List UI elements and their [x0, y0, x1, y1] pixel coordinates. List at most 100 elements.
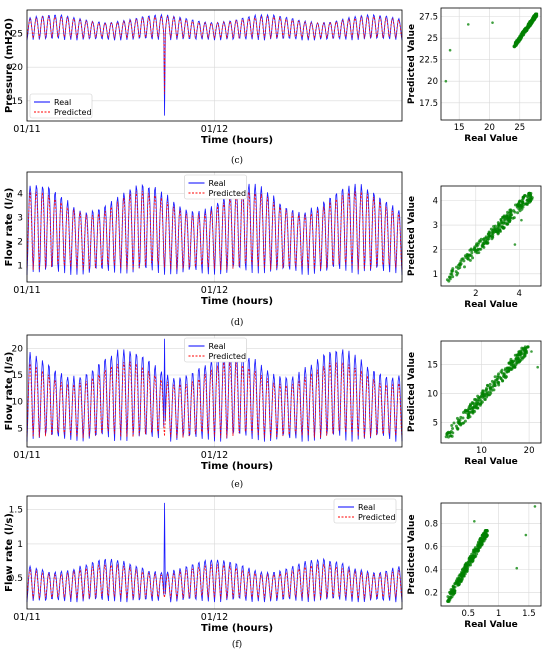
scatter-plot: 15 20 25 17.5 20 22.5 25 27.5 Real Value Predicte… [407, 7, 542, 144]
scatter-y-tick-label: 22.5 [419, 56, 438, 66]
scatter-point [451, 275, 455, 279]
scatter-y-tick-label: 1 [433, 270, 438, 280]
scatter-plot-area [441, 503, 541, 606]
scatter-outlier-point [515, 566, 519, 570]
scatter-point [458, 582, 462, 586]
scatter-point [446, 435, 450, 439]
legend-label: Predicted [358, 513, 396, 522]
scatter-point [451, 427, 455, 431]
scatter-y-tick-label: 17.5 [419, 99, 438, 109]
scatter-point [493, 224, 497, 228]
scatter-point [460, 576, 464, 580]
scatter-y-tick-label: 3 [433, 221, 438, 231]
series-line-real [26, 502, 403, 603]
scatter-point [508, 214, 512, 218]
scatter-outlier-point [513, 243, 517, 246]
scatter-x-axis-label: Real Value [464, 134, 517, 144]
scatter-point [514, 203, 517, 207]
scatter-outlier-point [536, 365, 539, 369]
y-tick-label: 0.5 [9, 574, 23, 584]
scatter-point [463, 265, 466, 269]
scatter-point [471, 401, 475, 405]
y-tick-label: 25 [12, 30, 23, 40]
scatter-frame [440, 502, 542, 607]
scatter-x-tick-label: 1 [496, 609, 501, 619]
scatter-point [479, 402, 483, 406]
scatter-point [455, 577, 459, 581]
scatter-point [529, 195, 533, 199]
scatter-y-axis-label: Predicted Value [407, 514, 417, 594]
scatter-point [522, 195, 526, 199]
scatter-point [486, 232, 490, 236]
scatter-point [476, 540, 480, 544]
scatter-point [476, 549, 480, 553]
scatter-point [451, 584, 455, 588]
scatter-point [525, 202, 529, 206]
scatter-point [516, 39, 520, 43]
legend-label: Real [54, 98, 71, 107]
scatter-point [517, 207, 521, 211]
scatter-point [471, 256, 475, 260]
scatter-point [493, 375, 497, 379]
scatter-outlier-point [444, 79, 448, 83]
scatter-plot: 0.5 1 1.5 0.2 0.4 0.6 0.8 Real Value Predicted V… [407, 502, 542, 630]
scatter-point [450, 272, 454, 276]
scatter-y-tick-label: 5 [433, 419, 438, 429]
series-line-real [26, 183, 403, 275]
scatter-point [518, 204, 522, 208]
scatter-outlier-point [466, 23, 470, 26]
scatter-point [467, 411, 471, 415]
scatter-point [526, 25, 530, 29]
scatter-point [509, 216, 513, 220]
scatter-point [512, 45, 516, 49]
scatter-y-tick-label: 20 [427, 77, 438, 87]
scatter-point [476, 248, 480, 252]
scatter-point [520, 203, 524, 207]
legend-label: Predicted [209, 189, 247, 198]
scatter-point [453, 582, 457, 586]
scatter-point [474, 401, 478, 405]
scatter-point [456, 427, 460, 431]
scatter-y-axis-label: Predicted Value [407, 352, 417, 432]
scatter-point [486, 237, 490, 241]
scatter-point [481, 539, 485, 543]
scatter-point [497, 383, 501, 387]
scatter-x-tick-label: 25 [514, 123, 525, 133]
scatter-point [492, 388, 496, 392]
scatter-point [476, 242, 480, 246]
scatter-point [462, 570, 466, 574]
x-tick-label: 01/11 [13, 450, 40, 461]
y-axis-label: Flow rate (l/s) [4, 352, 15, 431]
scatter-point [535, 12, 539, 16]
scatter-frame [440, 340, 542, 444]
scatter-point [496, 221, 500, 225]
scatter-point [483, 397, 487, 401]
scatter-point [467, 557, 471, 561]
series-line-predicted [26, 191, 403, 271]
scatter-point [475, 403, 479, 407]
legend-label: Real [209, 179, 226, 188]
y-tick-label: 1 [17, 261, 23, 271]
y-axis-label: Flow rate (l/s) [4, 188, 15, 267]
scatter-point [480, 391, 484, 395]
series-line-predicted [26, 361, 403, 438]
scatter-point [502, 221, 506, 225]
scatter-point [451, 431, 455, 435]
scatter-point [502, 218, 506, 222]
scatter-point [523, 27, 527, 31]
scatter-point [512, 365, 516, 369]
series-line-predicted [26, 15, 403, 95]
scatter-point [498, 229, 502, 233]
scatter-y-axis-label: Predicted Value [407, 24, 417, 104]
scatter-point [479, 536, 483, 540]
scatter-point [462, 566, 466, 570]
scatter-point [481, 238, 485, 242]
scatter-point [468, 407, 472, 411]
scatter-x-tick-label: 20 [484, 123, 495, 133]
y-tick-label: 10 [12, 398, 24, 408]
y-tick-label: 20 [12, 63, 24, 73]
scatter-plot-area [441, 8, 541, 120]
